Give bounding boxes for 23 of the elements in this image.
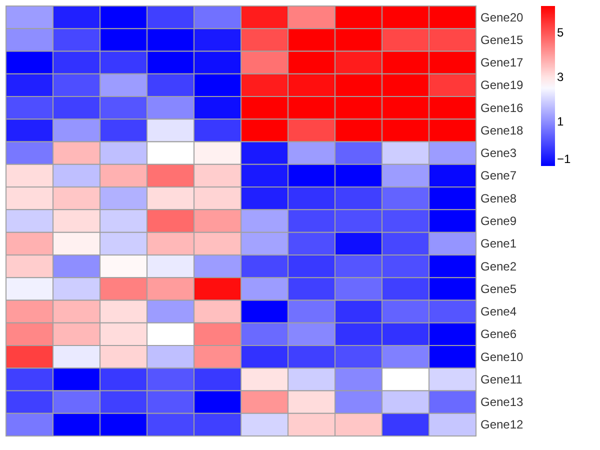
y-tick-label: Gene9 [480, 214, 517, 228]
color-bar-label: 5 [557, 26, 564, 40]
y-tick-label: Gene2 [480, 259, 517, 274]
y-tick-label: Gene8 [480, 191, 517, 206]
y-tick-label: Gene10 [480, 350, 524, 364]
color-bar-label: 3 [557, 70, 564, 84]
y-tick-label: Gene19 [480, 78, 524, 92]
y-tick-label: Gene1 [480, 236, 517, 251]
y-tick-label: Gene7 [480, 168, 517, 183]
y-tick-label: Gene5 [480, 282, 517, 296]
y-tick-label: Gene12 [480, 418, 524, 432]
y-tick-label: Gene16 [480, 100, 524, 115]
y-tick-label: Gene15 [480, 32, 524, 47]
y-tick-label: Gene6 [480, 327, 517, 342]
y-tick-label: Gene20 [480, 10, 524, 24]
color-bar-label: −1 [557, 152, 572, 166]
y-tick-label: Gene18 [480, 123, 524, 138]
y-tick-label: Gene3 [480, 146, 517, 160]
y-tick-label: Gene17 [480, 56, 524, 70]
color-bar-label: 1 [557, 114, 564, 129]
y-tick-label: Gene11 [480, 372, 523, 386]
y-tick-label: Gene4 [480, 304, 517, 319]
y-tick-label: Gene13 [480, 395, 524, 410]
